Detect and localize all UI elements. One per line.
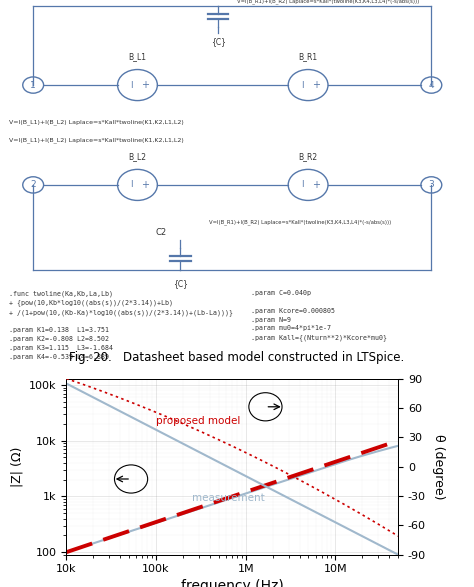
Text: +: + [141,180,149,190]
Text: B_L1: B_L1 [128,52,146,61]
Text: I: I [130,180,133,190]
Text: measurement: measurement [192,493,265,504]
Text: +: + [141,80,149,90]
Text: {C}: {C} [173,279,188,288]
Text: B_R1: B_R1 [299,52,318,61]
Text: V=I(B_L1)+I(B_L2) Laplace=s*Kall*twoline(K1,K2,L1,L2): V=I(B_L1)+I(B_L2) Laplace=s*Kall*twoline… [9,119,184,125]
Text: C2: C2 [155,228,167,237]
Text: B_R2: B_R2 [299,152,318,161]
Text: 2: 2 [30,180,36,190]
Text: 4: 4 [428,80,434,90]
X-axis label: frequency (Hz): frequency (Hz) [181,579,283,587]
Text: proposed model: proposed model [156,416,240,426]
Text: I: I [301,80,303,90]
Text: +: + [312,180,319,190]
Text: I: I [301,180,303,190]
Text: V=I(B_R1)+I(B_R2) Laplace=s*Kall*(twoline(K3,K4,L3,L4)*(-s/abs(s))): V=I(B_R1)+I(B_R2) Laplace=s*Kall*(twolin… [237,0,419,4]
Y-axis label: |Z| (Ω): |Z| (Ω) [10,447,24,487]
Text: {C}: {C} [210,37,226,46]
Y-axis label: θ (degree): θ (degree) [432,434,446,500]
Text: .func twoline(Ka,Kb,La,Lb)
+ {pow(10,Kb*log10((abs(s))/(2*3.14))+Lb)
+ /(1+pow(1: .func twoline(Ka,Kb,La,Lb) + {pow(10,Kb*… [9,291,234,360]
Text: .param C=0.040p

.param Kcore=0.000805
.param N=9
.param mu0=4*pi*1e-7
.param Ka: .param C=0.040p .param Kcore=0.000805 .p… [251,291,387,341]
Text: +: + [312,80,319,90]
Text: 1: 1 [30,80,36,90]
Text: 3: 3 [428,180,434,190]
Text: V=I(B_R1)+I(B_R2) Laplace=s*Kall*(twoline(K3,K4,L3,L4)*(-s/abs(s))): V=I(B_R1)+I(B_R2) Laplace=s*Kall*(twolin… [209,219,391,225]
Text: B_L2: B_L2 [128,152,146,161]
Text: V=I(B_L1)+I(B_L2) Laplace=s*Kall*twoline(K1,K2,L1,L2): V=I(B_L1)+I(B_L2) Laplace=s*Kall*twoline… [9,138,184,143]
Text: Fig. 20.   Datasheet based model constructed in LTSpice.: Fig. 20. Datasheet based model construct… [69,351,405,365]
Text: I: I [130,80,133,90]
